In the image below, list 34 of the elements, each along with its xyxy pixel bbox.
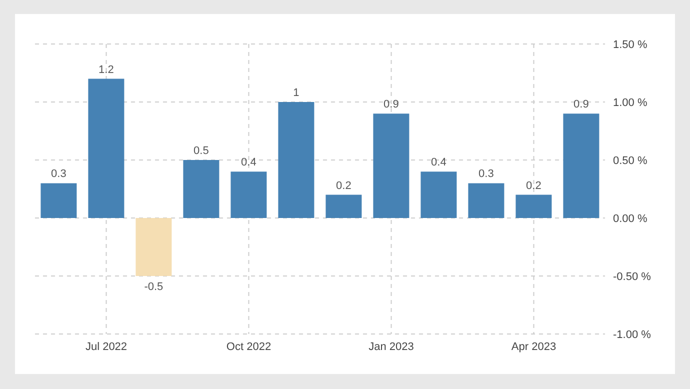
y-tick-label: -1.00 % bbox=[613, 328, 652, 341]
y-tick-label: 0.00 % bbox=[613, 212, 648, 225]
x-tick-label: Jul 2022 bbox=[85, 340, 128, 353]
data-label: 0.2 bbox=[526, 180, 542, 192]
bar bbox=[88, 78, 124, 218]
bar bbox=[183, 160, 220, 218]
data-label: 0.5 bbox=[194, 145, 209, 157]
bar bbox=[563, 114, 600, 218]
data-label: 0.4 bbox=[241, 156, 256, 169]
bar bbox=[468, 183, 504, 218]
x-tick-label: Oct 2022 bbox=[226, 340, 272, 353]
bar bbox=[136, 218, 172, 276]
x-tick-label: Jan 2023 bbox=[368, 340, 414, 353]
bar bbox=[516, 194, 552, 218]
y-tick-label: 1.00 % bbox=[613, 96, 648, 109]
bar bbox=[326, 194, 362, 218]
data-label: 0.3 bbox=[478, 168, 494, 180]
data-label: 0.3 bbox=[51, 168, 66, 180]
bar bbox=[230, 172, 267, 218]
data-label: 1.2 bbox=[98, 64, 114, 76]
data-label: 0.2 bbox=[336, 180, 352, 192]
x-tick-label: Apr 2023 bbox=[511, 340, 556, 353]
y-tick-label: 1.50 % bbox=[613, 38, 648, 51]
bar bbox=[278, 102, 314, 218]
data-label: -0.5 bbox=[144, 281, 164, 293]
bar bbox=[373, 114, 410, 218]
y-tick-label: 0.50 % bbox=[613, 154, 648, 167]
data-label: 0.9 bbox=[574, 98, 589, 111]
data-label: 1 bbox=[293, 87, 300, 99]
data-label: 0.4 bbox=[431, 156, 446, 169]
bar bbox=[420, 172, 457, 218]
data-label: 0.9 bbox=[384, 98, 399, 111]
y-tick-label: -0.50 % bbox=[613, 270, 652, 283]
bar bbox=[40, 183, 77, 218]
